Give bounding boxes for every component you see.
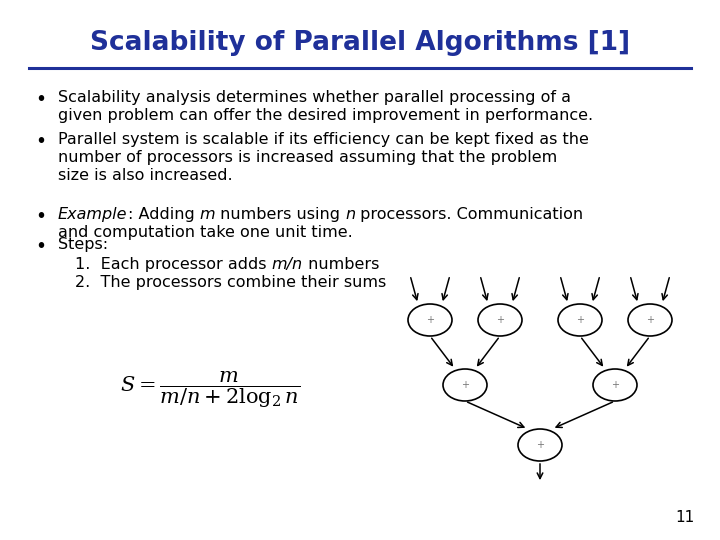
Ellipse shape [478, 304, 522, 336]
Text: •: • [35, 237, 46, 256]
Text: m/n: m/n [271, 257, 302, 272]
Ellipse shape [628, 304, 672, 336]
Text: n: n [345, 207, 355, 222]
Text: processors. Communication: processors. Communication [355, 207, 583, 222]
Ellipse shape [593, 369, 637, 401]
Text: +: + [576, 315, 584, 325]
Text: Steps:: Steps: [58, 237, 108, 252]
Text: numbers: numbers [302, 257, 379, 272]
Text: given problem can offer the desired improvement in performance.: given problem can offer the desired impr… [58, 108, 593, 123]
Text: +: + [611, 380, 619, 390]
Text: 1.  Each processor adds: 1. Each processor adds [75, 257, 271, 272]
Ellipse shape [408, 304, 452, 336]
Text: •: • [35, 90, 46, 109]
Text: Scalability analysis determines whether parallel processing of a: Scalability analysis determines whether … [58, 90, 571, 105]
Text: •: • [35, 132, 46, 151]
Text: +: + [646, 315, 654, 325]
Text: Scalability of Parallel Algorithms [1]: Scalability of Parallel Algorithms [1] [90, 30, 630, 56]
Text: and computation take one unit time.: and computation take one unit time. [58, 225, 353, 240]
Text: : Adding: : Adding [127, 207, 199, 222]
Text: +: + [426, 315, 434, 325]
Ellipse shape [558, 304, 602, 336]
Text: 11: 11 [676, 510, 695, 525]
Text: Example: Example [58, 207, 127, 222]
Text: Parallel system is scalable if its efficiency can be kept fixed as the: Parallel system is scalable if its effic… [58, 132, 589, 147]
Text: size is also increased.: size is also increased. [58, 168, 233, 183]
Text: +: + [461, 380, 469, 390]
Text: +: + [536, 440, 544, 450]
Ellipse shape [518, 429, 562, 461]
Text: 2.  The processors combine their sums: 2. The processors combine their sums [75, 275, 386, 290]
Ellipse shape [443, 369, 487, 401]
Text: m: m [199, 207, 215, 222]
Text: numbers using: numbers using [215, 207, 345, 222]
Text: $S = \dfrac{m}{m/n + 2\log_2 n}$: $S = \dfrac{m}{m/n + 2\log_2 n}$ [120, 370, 300, 410]
Text: +: + [496, 315, 504, 325]
Text: •: • [35, 207, 46, 226]
Text: number of processors is increased assuming that the problem: number of processors is increased assumi… [58, 150, 557, 165]
